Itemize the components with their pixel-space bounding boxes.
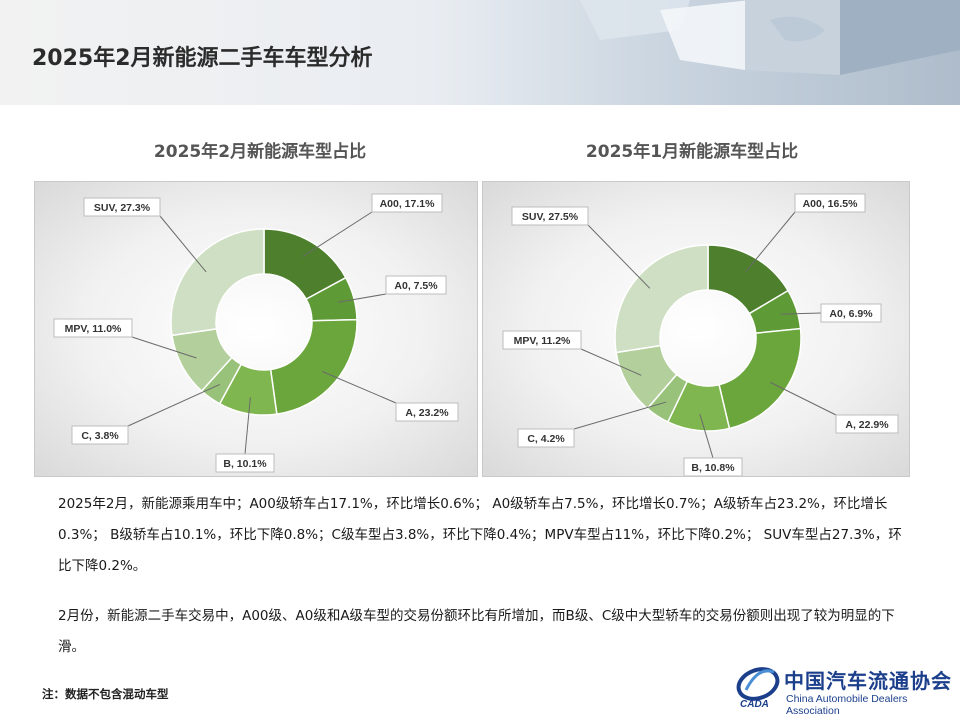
data-label-a0: A0, 6.9% bbox=[829, 308, 873, 320]
slice-a bbox=[718, 327, 802, 430]
donut-chart-feb: A00, 17.1% A0, 7.5% A, 23.2% B, 10.1% C, 3.8… bbox=[53, 193, 459, 473]
data-label-b: B, 10.1% bbox=[223, 458, 267, 470]
slice-suv bbox=[170, 228, 265, 337]
chart-title-jan: 2025年1月新能源车型占比 bbox=[585, 142, 799, 162]
chart-panel-jan: A00, 16.5% A0, 6.9% A, 22.9% B, 10.8% C, 4.2… bbox=[482, 181, 910, 477]
donut-chart-jan: A00, 16.5% A0, 6.9% A, 22.9% B, 10.8% C, 4.2… bbox=[502, 193, 899, 476]
data-label-suv: SUV, 27.3% bbox=[94, 202, 151, 214]
cada-logo-mark: CADA bbox=[736, 667, 780, 710]
leader-line-mpv bbox=[580, 348, 642, 376]
leader-line-c bbox=[573, 401, 667, 430]
leader-line-mpv bbox=[131, 336, 197, 359]
data-label-c: C, 4.2% bbox=[527, 433, 565, 445]
slice-suv bbox=[614, 244, 709, 354]
svg-text:CADA: CADA bbox=[740, 699, 769, 710]
data-label-a: A, 22.9% bbox=[845, 419, 889, 431]
data-label-box-mpv bbox=[502, 330, 582, 350]
data-label-box-b bbox=[683, 457, 743, 476]
cada-logo: CADA 中国汽车流通协会 China Automobile Dealers A… bbox=[732, 660, 952, 717]
leader-line-a bbox=[322, 371, 397, 404]
data-label-box-a bbox=[835, 414, 899, 434]
logo-english-name: China Automobile Dealers Association bbox=[786, 693, 908, 717]
leader-line-a00 bbox=[302, 211, 373, 257]
data-label-mpv: MPV, 11.2% bbox=[514, 335, 571, 347]
data-label-a0: A0, 7.5% bbox=[394, 280, 438, 292]
page-title: 2025年2月新能源二手车车型分析 bbox=[32, 46, 373, 71]
data-label-box-a0 bbox=[820, 303, 882, 323]
slice-a bbox=[269, 318, 358, 415]
data-label-b: B, 10.8% bbox=[691, 462, 735, 474]
chart-title-feb: 2025年2月新能源车型占比 bbox=[153, 142, 367, 162]
data-label-box-a00 bbox=[794, 193, 866, 213]
footnote: 注：数据不包含混动车型 bbox=[42, 687, 169, 701]
data-label-box-suv bbox=[511, 206, 589, 226]
leader-line-suv bbox=[159, 215, 207, 273]
header-banner bbox=[0, 0, 960, 105]
data-label-box-c bbox=[517, 428, 575, 448]
data-label-box-a0 bbox=[385, 275, 447, 295]
data-label-box-suv bbox=[83, 197, 161, 217]
logo-chinese-name: 中国汽车流通协会 bbox=[784, 669, 952, 693]
data-label-box-b bbox=[215, 453, 275, 473]
leader-line-suv bbox=[587, 224, 651, 289]
header-decoration bbox=[580, 0, 960, 75]
data-label-box-a00 bbox=[371, 193, 443, 213]
chart-panel-feb: A00, 17.1% A0, 7.5% A, 23.2% B, 10.1% C, 3.8… bbox=[34, 181, 478, 477]
leader-line-a0 bbox=[337, 293, 387, 303]
data-label-suv: SUV, 27.5% bbox=[522, 211, 579, 223]
data-label-a: A, 23.2% bbox=[405, 407, 449, 419]
leader-line-a bbox=[770, 381, 837, 416]
data-label-box-c bbox=[71, 425, 129, 445]
leader-line-a00 bbox=[745, 211, 796, 272]
data-label-a00: A00, 17.1% bbox=[380, 198, 436, 210]
summary-paragraph-2: 2月份，新能源二手车交易中，A00级、A0级和A级车型的交易份额环比有所增加，而… bbox=[58, 608, 895, 655]
data-label-a00: A00, 16.5% bbox=[803, 198, 859, 210]
summary-paragraph-1: 2025年2月，新能源乘用车中；A00级轿车占17.1%，环比增长0.6%； A… bbox=[58, 496, 902, 574]
data-label-box-mpv bbox=[53, 318, 133, 338]
leader-line-b bbox=[699, 413, 714, 459]
leader-line-b bbox=[244, 397, 251, 455]
data-label-box-a bbox=[395, 402, 459, 422]
leader-line-a0 bbox=[780, 312, 822, 315]
data-label-mpv: MPV, 11.0% bbox=[65, 323, 122, 335]
data-label-c: C, 3.8% bbox=[81, 430, 119, 442]
leader-line-c bbox=[127, 383, 221, 427]
